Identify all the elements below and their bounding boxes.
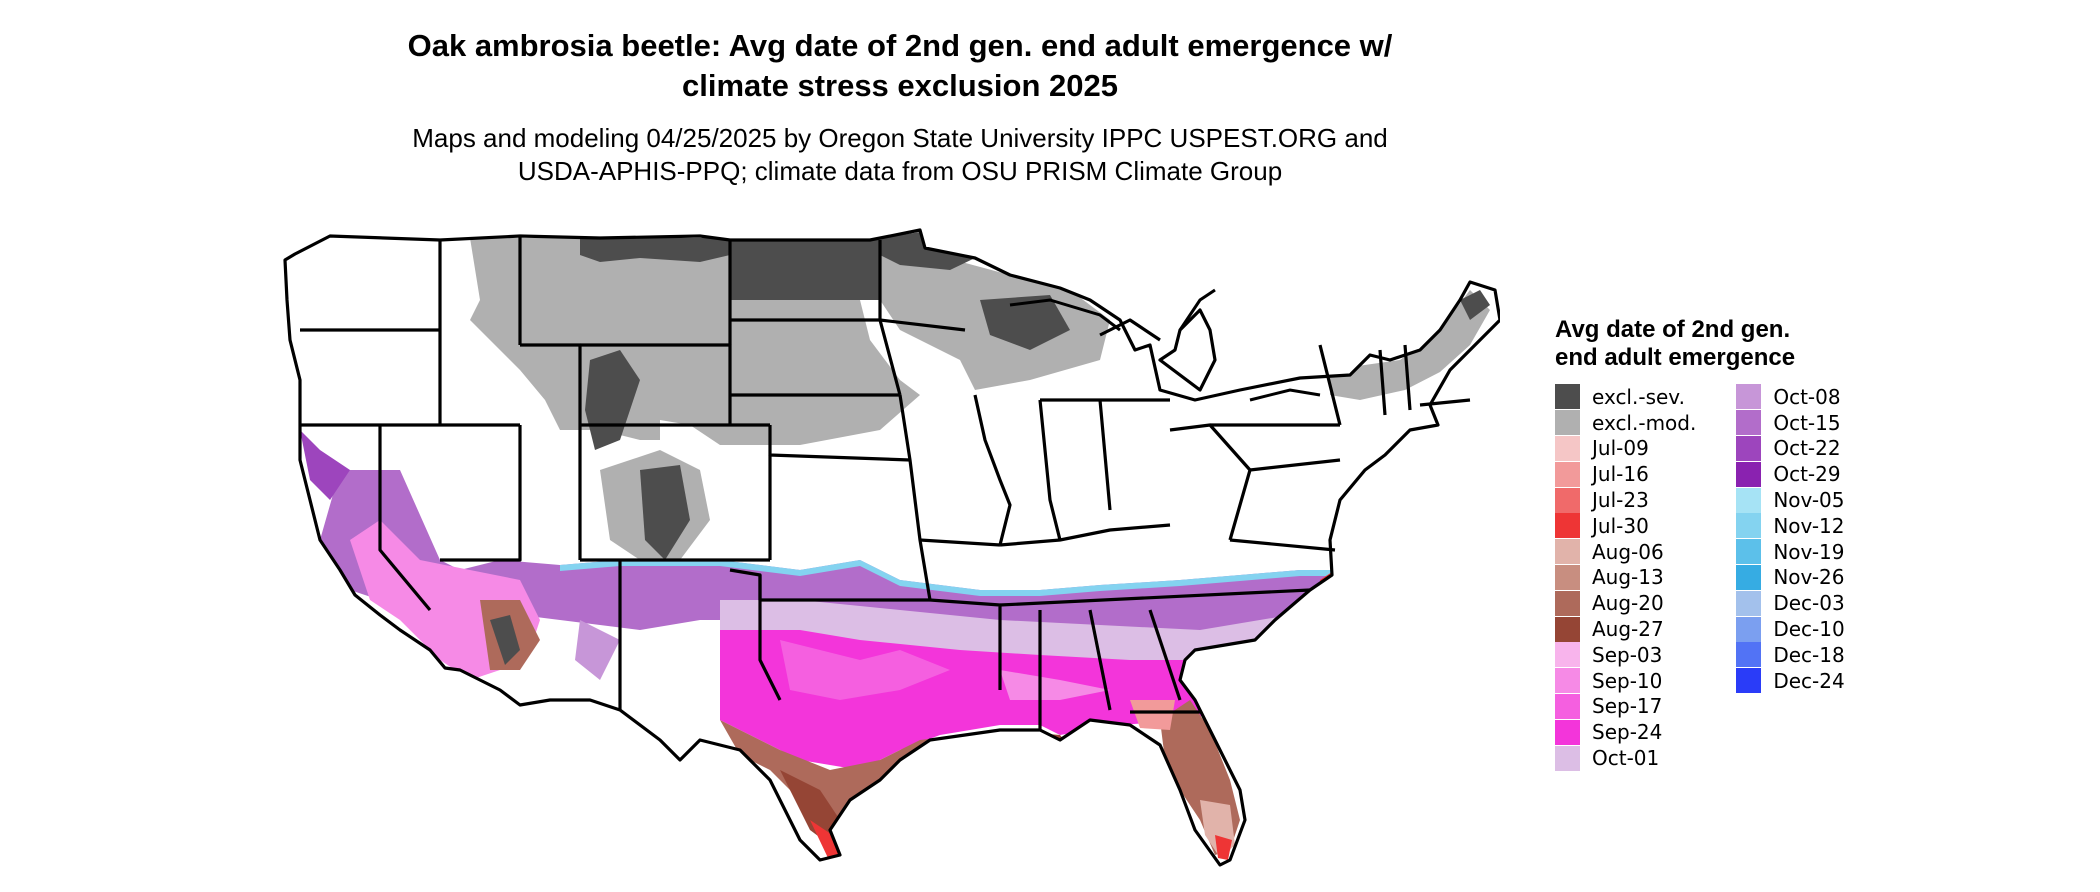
legend-swatch: [1555, 693, 1580, 719]
legend-swatch: [1555, 616, 1580, 642]
legend-swatch: [1736, 487, 1762, 513]
legend-swatch: [1736, 539, 1762, 565]
legend-label: Sep-17: [1592, 694, 1663, 719]
legend-label: Oct-29: [1773, 462, 1841, 487]
legend-label: Aug-20: [1592, 591, 1664, 616]
legend-swatch: [1555, 719, 1580, 745]
legend-swatch: [1736, 564, 1762, 590]
legend-item: Jul-23: [1555, 487, 1696, 513]
legend-label: Sep-03: [1592, 642, 1663, 667]
legend-item: Dec-03: [1736, 590, 1845, 616]
legend-label: Sep-10: [1592, 668, 1663, 693]
legend-label: Jul-16: [1592, 462, 1649, 487]
legend-item: Nov-12: [1736, 513, 1845, 539]
legend-swatch: [1555, 513, 1580, 539]
legend-swatch: [1555, 564, 1580, 590]
legend-label: excl.-mod.: [1592, 410, 1697, 435]
legend-item: excl.-sev.: [1555, 384, 1696, 410]
legend-label: Aug-13: [1592, 565, 1664, 590]
legend-item: Jul-16: [1555, 461, 1696, 487]
legend-item: Oct-01: [1555, 745, 1696, 771]
legend-label: Jul-30: [1592, 513, 1649, 538]
legend-item: Nov-19: [1736, 539, 1845, 565]
legend-item: Oct-22: [1736, 435, 1844, 462]
legend-column-1: excl.-sev. excl.-mod. Jul-09 Jul-16 Jul-23 Ju…: [1555, 384, 1696, 771]
legend-item: Aug-20: [1555, 590, 1696, 616]
legend-swatch: [1736, 410, 1762, 436]
legend-label: Nov-26: [1773, 565, 1845, 590]
subtitle-line-1: Maps and modeling 04/25/2025 by Oregon S…: [412, 123, 1388, 153]
legend-label: Oct-01: [1592, 746, 1660, 771]
legend-item: Dec-18: [1736, 642, 1845, 668]
legend-swatch: [1555, 590, 1580, 616]
legend-label: Jul-23: [1592, 488, 1649, 513]
great-lakes: [1009, 288, 1321, 402]
legend-label: excl.-sev.: [1592, 384, 1685, 409]
legend-item: Oct-15: [1736, 410, 1844, 436]
legend-label: Oct-22: [1773, 436, 1841, 461]
legend-label: Nov-19: [1773, 539, 1845, 564]
legend-label: Dec-24: [1773, 668, 1845, 693]
legend-label: Nov-12: [1773, 513, 1845, 538]
legend-swatch: [1555, 668, 1580, 694]
state-boundaries: [283, 228, 1500, 867]
legend-swatch: [1555, 642, 1580, 668]
legend-swatch: [1555, 487, 1580, 513]
legend-item: Sep-24: [1555, 719, 1696, 745]
legend-label: Aug-27: [1592, 617, 1664, 642]
legend-item: Aug-13: [1555, 564, 1696, 591]
legend-swatch: [1736, 668, 1762, 694]
legend-item: Jul-30: [1555, 513, 1696, 539]
legend-item: Aug-06: [1555, 539, 1696, 565]
map-title: Oak ambrosia beetle: Avg date of 2nd gen…: [250, 26, 1550, 106]
legend-label: Dec-03: [1773, 591, 1845, 616]
title-line-2: climate stress exclusion 2025: [682, 68, 1118, 103]
legend-label: Dec-18: [1773, 642, 1845, 667]
legend-swatch: [1736, 616, 1762, 642]
legend-label: Sep-24: [1592, 720, 1663, 745]
legend-item: excl.-mod.: [1555, 410, 1696, 436]
legend-item: Oct-08: [1736, 384, 1844, 410]
legend-item: Oct-29: [1736, 461, 1844, 487]
legend-swatch: [1555, 435, 1580, 461]
legend-swatch: [1555, 745, 1580, 771]
legend-swatch: [1736, 435, 1762, 461]
legend-item: Dec-10: [1736, 616, 1845, 642]
legend-swatch: [1736, 513, 1762, 539]
legend-item: Sep-03: [1555, 642, 1696, 668]
us-map: [283, 228, 1500, 867]
legend-label: Oct-15: [1773, 410, 1841, 435]
title-line-1: Oak ambrosia beetle: Avg date of 2nd gen…: [407, 28, 1393, 63]
legend-item: Nov-05: [1736, 487, 1845, 513]
legend-label: Aug-06: [1592, 539, 1664, 564]
legend-item: Jul-09: [1555, 435, 1696, 462]
legend-label: Oct-08: [1773, 384, 1841, 409]
legend-swatch: [1555, 410, 1580, 436]
legend-label: Jul-09: [1592, 436, 1649, 461]
legend-item: Sep-17: [1555, 693, 1696, 720]
legend-swatch: [1736, 384, 1762, 410]
legend-label: Dec-10: [1773, 617, 1845, 642]
legend-title: Avg date of 2nd gen. end adult emergence: [1555, 316, 1796, 371]
legend-label: Nov-05: [1773, 488, 1845, 513]
legend-swatch: [1736, 642, 1762, 668]
legend-swatch: [1555, 539, 1580, 565]
legend-swatch: [1736, 590, 1762, 616]
map-subtitle: Maps and modeling 04/25/2025 by Oregon S…: [250, 122, 1550, 188]
subtitle-line-2: USDA-APHIS-PPQ; climate data from OSU PR…: [517, 156, 1283, 186]
legend-swatch: [1555, 461, 1580, 487]
legend-item: Sep-10: [1555, 668, 1696, 694]
legend-swatch: [1736, 461, 1762, 487]
legend-item: Dec-24: [1736, 668, 1845, 694]
map-legend: Avg date of 2nd gen. end adult emergence…: [1555, 316, 1845, 771]
legend-item: Aug-27: [1555, 616, 1696, 642]
legend-column-2: Oct-08 Oct-15 Oct-22 Oct-29 Nov-05 Nov-12 Nov-…: [1736, 384, 1845, 771]
legend-swatch: [1555, 384, 1580, 410]
legend-item: Nov-26: [1736, 564, 1845, 591]
